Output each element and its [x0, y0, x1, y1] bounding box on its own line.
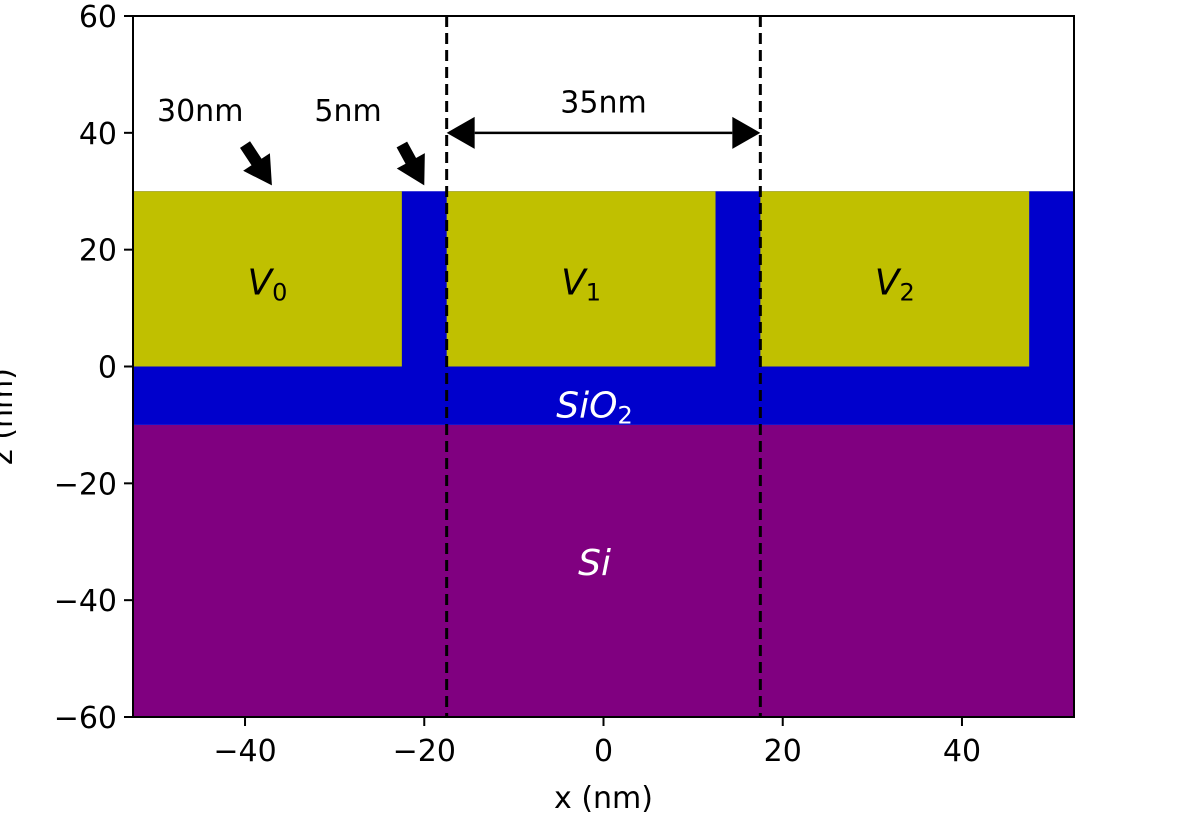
- region-label-main: V: [561, 263, 588, 304]
- y-tick-label: 20: [79, 234, 117, 269]
- y-tick-label: 0: [98, 351, 117, 386]
- region-label-gate0: V0: [247, 263, 287, 307]
- region-label-subscript: 2: [899, 279, 914, 307]
- x-tick-label: −40: [213, 734, 276, 769]
- annotation-label: 35nm: [560, 85, 646, 120]
- region-label-subscript: 0: [272, 279, 287, 307]
- region-label-gate1: V1: [561, 263, 601, 307]
- region-label-subscript: 1: [586, 279, 601, 307]
- region-label-main: SiO: [556, 385, 617, 426]
- region-gate2: [760, 191, 1030, 367]
- region-si: [133, 424, 1074, 717]
- dashed-lines-layer: [445, 16, 762, 717]
- annotation-arrow: [240, 141, 272, 186]
- x-tick-label: 20: [764, 734, 802, 769]
- region-label-main: V: [875, 263, 902, 304]
- x-ticks: −40 −20 0 20 40: [213, 717, 981, 769]
- x-tick-label: −20: [393, 734, 456, 769]
- y-tick-label: −40: [54, 584, 117, 619]
- region-label-sio2: SiO2: [556, 385, 632, 429]
- region-label-si: Si: [578, 543, 611, 584]
- annotation-arrow: [396, 141, 425, 186]
- region-label-main: Si: [578, 543, 611, 584]
- annotations-layer: 30nm 5nm 35nm: [157, 85, 761, 186]
- y-tick-label: 40: [79, 117, 117, 152]
- region-label-gate2: V2: [875, 263, 915, 307]
- y-ticks: −60 −40 −20 0 20 40 60: [54, 0, 133, 736]
- region-label-main: V: [247, 263, 274, 304]
- region-gate0: [133, 191, 402, 367]
- y-axis-label: z (nm): [0, 368, 20, 465]
- region-gate1: [446, 191, 716, 367]
- dimension-arrowhead-left: [446, 116, 475, 149]
- y-tick-label: 60: [79, 0, 117, 35]
- annotation-label: 30nm: [157, 94, 243, 129]
- y-tick-label: −20: [54, 467, 117, 502]
- x-axis-label: x (nm): [554, 781, 653, 816]
- dimension-arrowhead-right: [732, 116, 761, 149]
- x-tick-label: 0: [594, 734, 613, 769]
- y-tick-label: −60: [54, 701, 117, 736]
- x-tick-label: 40: [943, 734, 981, 769]
- region-label-subscript: 2: [617, 401, 632, 429]
- annotation-label: 5nm: [314, 94, 381, 129]
